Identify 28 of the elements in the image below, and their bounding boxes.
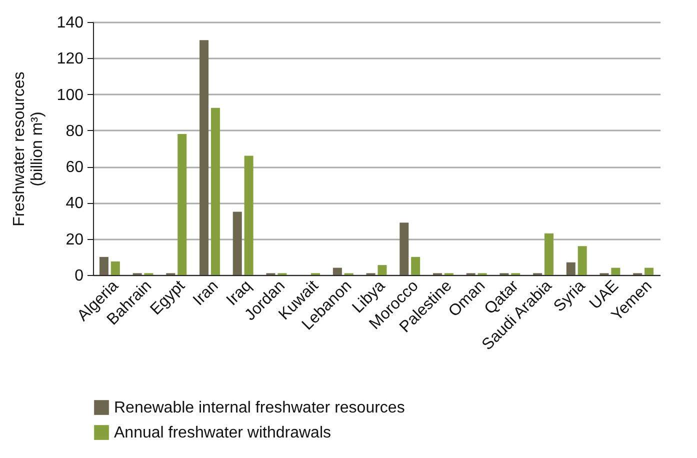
bar	[411, 256, 420, 275]
bar	[232, 212, 242, 275]
bar	[99, 256, 108, 275]
y-axis-title: Freshwater resources (billion m³)	[10, 72, 46, 226]
y-tick-label: 20	[66, 231, 84, 248]
y-tick-label: 80	[66, 122, 84, 140]
bar	[200, 40, 209, 275]
bar	[578, 246, 587, 275]
y-tick-label: 40	[66, 195, 84, 212]
bar	[644, 268, 654, 275]
y-tick-label: 0	[74, 268, 84, 284]
bar	[566, 262, 576, 275]
bar	[210, 108, 220, 275]
bar	[611, 268, 620, 275]
legend-label: Renewable internal freshwater resources	[114, 400, 405, 416]
bar	[244, 156, 254, 275]
y-tick-label: 60	[66, 159, 84, 176]
y-tick-label: 140	[56, 14, 84, 32]
bar	[332, 268, 342, 275]
bar	[378, 265, 387, 275]
legend-label: Annual freshwater withdrawals	[114, 424, 331, 442]
bar	[178, 134, 187, 275]
bar	[110, 261, 120, 275]
x-tick-label: Iran	[190, 278, 222, 310]
bar	[400, 222, 409, 275]
bar	[544, 233, 554, 275]
y-tick-label: 120	[56, 50, 84, 68]
y-tick-label: 100	[56, 86, 84, 104]
